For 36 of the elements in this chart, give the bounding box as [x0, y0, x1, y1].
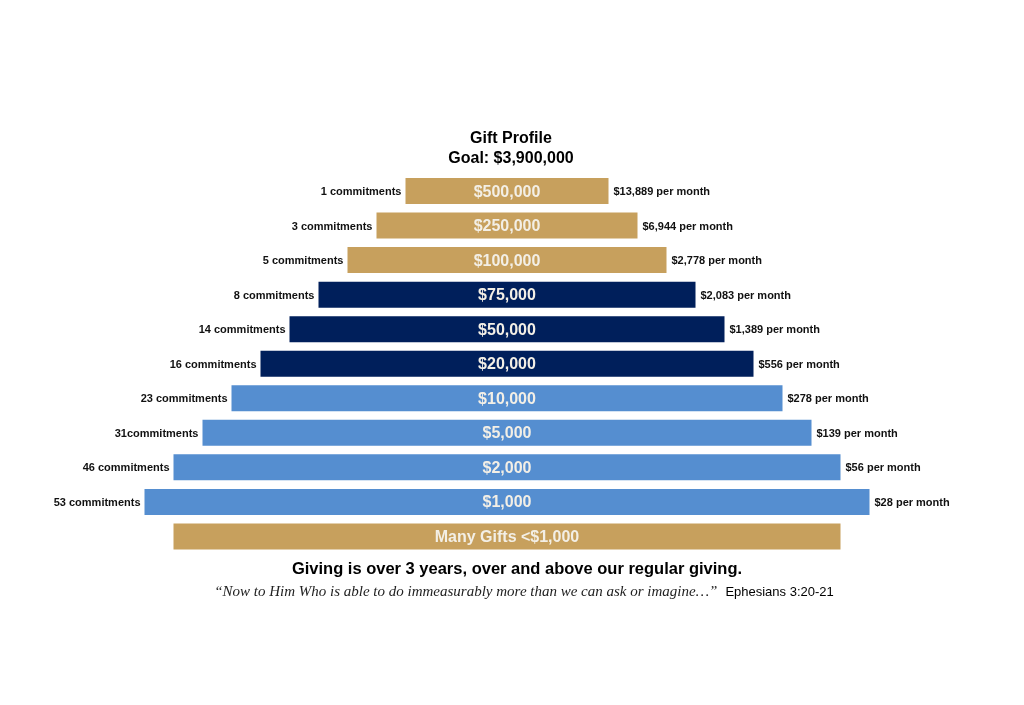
- category-label: 14 commitments: [198, 323, 286, 336]
- text: $6,944 per month: [642, 219, 733, 232]
- data-label: $20,000: [478, 355, 537, 373]
- text: $278 per month: [787, 392, 869, 405]
- data-label: $500,000: [473, 182, 541, 200]
- category-label: 46 commitments: [82, 461, 170, 474]
- text: Giving is over 3 years, over and above our regular giving.: [290, 558, 744, 579]
- data-label: $250,000: [473, 217, 541, 235]
- text: $2,778 per month: [671, 254, 762, 267]
- text: Gift Profile: [469, 128, 553, 148]
- category-label: 31commitments: [114, 426, 199, 439]
- data-label: $100,000: [473, 251, 541, 269]
- text: “Now to Him Who is able to do immeasurably more than we can ask or imagine…”: [214, 583, 718, 599]
- text: $13,889 per month: [613, 185, 711, 197]
- data-label: $2,000: [482, 458, 532, 476]
- text: $56 per month: [845, 461, 921, 474]
- data-label: $10,000: [478, 389, 537, 407]
- text: $1,389 per month: [729, 323, 820, 336]
- data-label: $75,000: [478, 286, 537, 304]
- data-label: $5,000: [482, 424, 532, 442]
- category-label: 53 commitments: [53, 495, 141, 508]
- category-label: 5 commitments: [262, 254, 344, 267]
- text: $556 per month: [758, 357, 840, 370]
- text: $28 per month: [874, 495, 950, 508]
- category-label: 1 commitments: [320, 185, 402, 197]
- text: Ephesians 3:20-21: [725, 584, 834, 599]
- data-label: $50,000: [478, 320, 537, 338]
- text: $2,083 per month: [700, 288, 791, 301]
- category-label: 3 commitments: [291, 219, 373, 232]
- text: Goal: $3,900,000: [447, 148, 575, 168]
- category-label: 16 commitments: [169, 357, 257, 370]
- category-label: 8 commitments: [233, 288, 315, 301]
- data-label: Many Gifts <$1,000: [434, 527, 580, 545]
- category-label: 23 commitments: [140, 392, 228, 405]
- data-label: $1,000: [482, 493, 532, 511]
- text: $139 per month: [816, 426, 898, 439]
